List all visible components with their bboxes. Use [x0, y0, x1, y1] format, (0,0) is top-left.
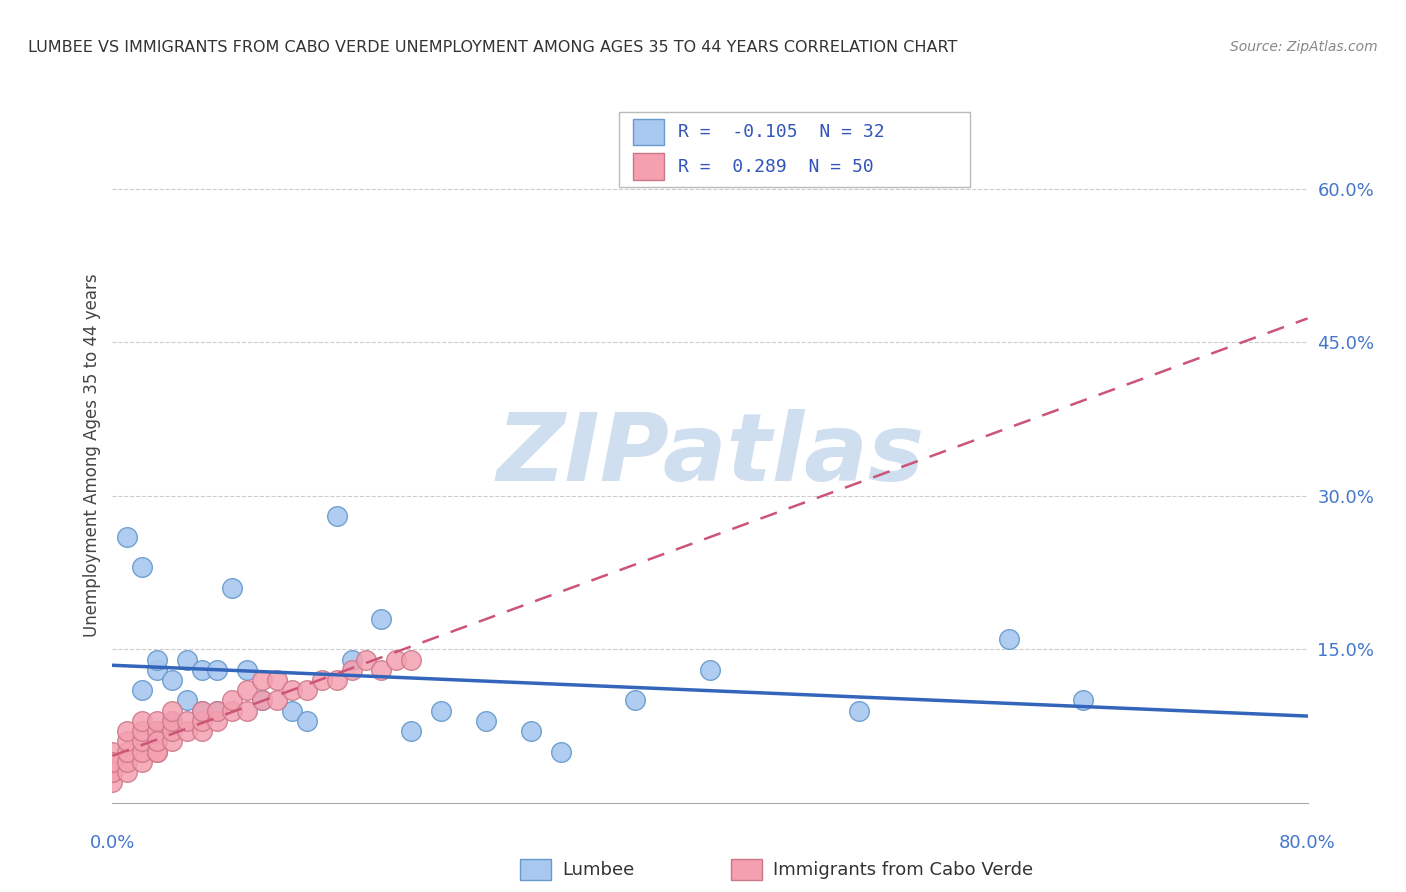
Point [146, 745, 169, 759]
Text: R =  0.289  N = 50: R = 0.289 N = 50 [678, 158, 873, 176]
Point [998, 632, 1021, 646]
Text: Immigrants from Cabo Verde: Immigrants from Cabo Verde [773, 861, 1033, 879]
Point [401, 724, 423, 739]
Point [311, 673, 333, 687]
Point [266, 693, 288, 707]
Point [101, 765, 124, 780]
Point [146, 734, 169, 748]
Point [340, 652, 363, 666]
Point [162, 724, 183, 739]
Point [162, 714, 183, 728]
Point [221, 693, 243, 707]
Point [221, 581, 243, 595]
Point [191, 724, 214, 739]
Text: ZIPatlas: ZIPatlas [496, 409, 924, 501]
Point [191, 704, 214, 718]
Point [250, 673, 273, 687]
Point [146, 724, 169, 739]
Point [146, 734, 169, 748]
Point [281, 683, 304, 698]
Point [131, 745, 153, 759]
Point [191, 704, 214, 718]
Point [101, 745, 124, 759]
Point [101, 765, 124, 780]
Point [117, 724, 139, 739]
Point [176, 724, 198, 739]
Point [146, 714, 169, 728]
Text: Lumbee: Lumbee [562, 861, 634, 879]
Point [370, 612, 392, 626]
Point [101, 775, 124, 789]
Point [117, 530, 139, 544]
Point [101, 755, 124, 769]
Point [340, 663, 363, 677]
Point [146, 652, 169, 666]
Point [117, 745, 139, 759]
Point [370, 663, 392, 677]
Point [475, 714, 498, 728]
Point [236, 704, 259, 718]
Point [205, 714, 228, 728]
Point [1073, 693, 1095, 707]
Point [101, 755, 124, 769]
Point [191, 663, 214, 677]
Text: R =  -0.105  N = 32: R = -0.105 N = 32 [678, 123, 884, 141]
Point [117, 765, 139, 780]
Point [146, 663, 169, 677]
Point [205, 663, 228, 677]
Point [385, 652, 408, 666]
Text: LUMBEE VS IMMIGRANTS FROM CABO VERDE UNEMPLOYMENT AMONG AGES 35 TO 44 YEARS CORR: LUMBEE VS IMMIGRANTS FROM CABO VERDE UNE… [28, 40, 957, 55]
Text: Source: ZipAtlas.com: Source: ZipAtlas.com [1230, 40, 1378, 54]
Point [176, 693, 198, 707]
Point [281, 704, 304, 718]
Point [356, 652, 378, 666]
Point [699, 663, 721, 677]
Point [176, 652, 198, 666]
Point [131, 560, 153, 574]
Point [146, 745, 169, 759]
Point [848, 704, 870, 718]
Point [205, 704, 228, 718]
Point [295, 683, 318, 698]
Point [131, 755, 153, 769]
Point [221, 704, 243, 718]
Point [236, 663, 259, 677]
Point [266, 673, 288, 687]
Point [162, 714, 183, 728]
Point [117, 755, 139, 769]
Text: 80.0%: 80.0% [1279, 834, 1336, 852]
Point [325, 673, 347, 687]
Point [520, 724, 543, 739]
Point [131, 683, 153, 698]
Point [131, 714, 153, 728]
Point [295, 714, 318, 728]
Point [401, 652, 423, 666]
Point [146, 724, 169, 739]
Point [205, 704, 228, 718]
Text: 0.0%: 0.0% [90, 834, 135, 852]
Point [236, 683, 259, 698]
Point [624, 693, 647, 707]
Point [162, 704, 183, 718]
Y-axis label: Unemployment Among Ages 35 to 44 years: Unemployment Among Ages 35 to 44 years [83, 273, 101, 637]
Point [325, 509, 347, 524]
Point [176, 714, 198, 728]
Point [250, 693, 273, 707]
Point [162, 734, 183, 748]
Point [131, 724, 153, 739]
Point [117, 734, 139, 748]
Point [550, 745, 572, 759]
Point [430, 704, 453, 718]
Point [131, 734, 153, 748]
Point [250, 693, 273, 707]
Point [162, 673, 183, 687]
Point [191, 714, 214, 728]
